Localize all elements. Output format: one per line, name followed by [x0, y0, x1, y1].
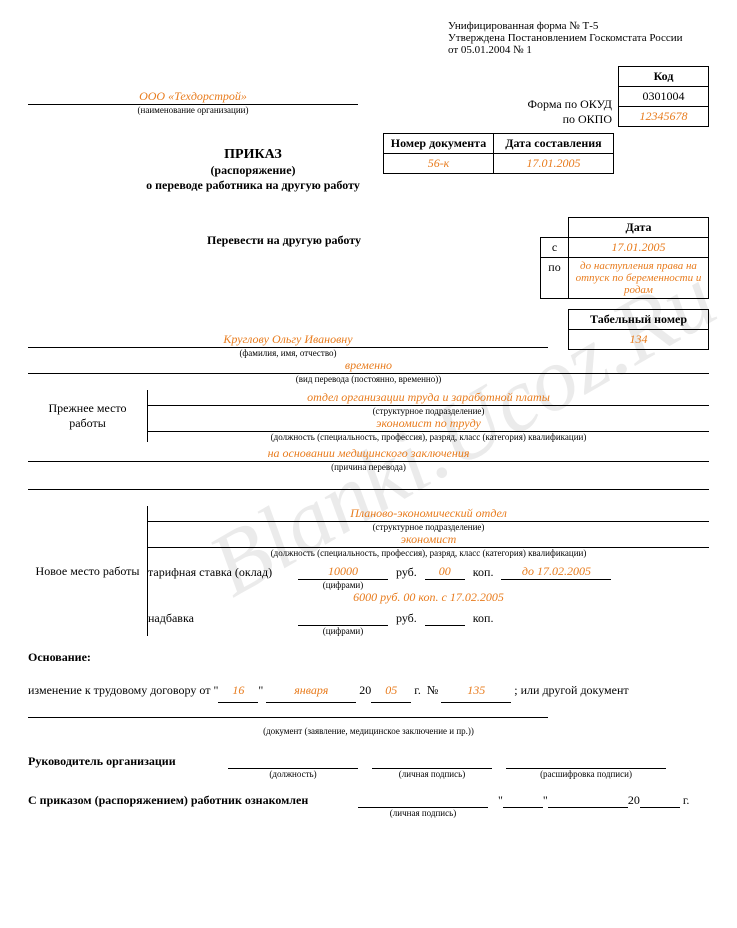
transfer-date-label: Дата — [569, 218, 709, 238]
new-pos-cap: (должность (специальность, профессия), р… — [148, 548, 709, 558]
prev-dept: отдел организации труда и заработной пла… — [148, 390, 709, 406]
bonus-cifr-cap: (цифрами) — [298, 626, 388, 636]
tabnum-label: Табельный номер — [569, 310, 709, 330]
ack-day — [503, 807, 543, 808]
doc-num-label: Номер документа — [384, 134, 494, 154]
header-line2: Утверждена Постановлением Госкомстата Ро… — [448, 32, 709, 44]
title-sub2: о переводе работника на другую работу — [123, 178, 383, 193]
ack-g: г. — [683, 793, 690, 808]
basis-text: изменение к трудовому договору от — [28, 683, 210, 697]
head-pos-cap: (должность) — [228, 769, 358, 779]
bonus-label: надбавка — [148, 611, 298, 626]
basis-label: Основание: — [28, 650, 709, 665]
kop-label2: коп. — [465, 611, 502, 626]
basis-cap: (документ (заявление, медицинское заключ… — [28, 726, 709, 736]
rub-label2: руб. — [388, 611, 425, 626]
ack-sig-cap: (личная подпись) — [358, 808, 488, 818]
rate-cifr-cap: (цифрами) — [298, 580, 388, 590]
basis-yy: 05 — [371, 679, 411, 703]
prev-reason-cap: (причина перевода) — [28, 462, 709, 472]
ack-twenty: 20 — [628, 793, 640, 808]
title-main: ПРИКАЗ — [123, 147, 383, 163]
transfer-title: Перевести на другую работу — [28, 217, 540, 248]
basis-day: 16 — [218, 679, 258, 703]
tabnum-table: Табельный номер 134 — [568, 309, 709, 350]
transfer-from-label: с — [541, 238, 569, 258]
new-dept-cap: (структурное подразделение) — [148, 522, 709, 532]
person-perm-cap: (вид перевода (постоянно, временно)) — [28, 374, 709, 384]
new-dept: Планово-экономический отдел — [148, 506, 709, 522]
org-name: ООО «Техдорстрой» — [28, 89, 358, 105]
person-perm: временно — [28, 358, 709, 374]
okud-value: 0301004 — [619, 87, 709, 107]
prev-label: Прежнее место работы — [34, 401, 141, 431]
okpo-label: по ОКПО — [528, 112, 612, 127]
prev-pos-cap: (должность (специальность, профессия), р… — [148, 432, 709, 442]
ack-label: С приказом (распоряжением) работник озна… — [28, 793, 358, 808]
basis-other-doc — [28, 717, 548, 718]
rate-label: тарифная ставка (оклад) — [148, 565, 298, 580]
okud-label: Форма по ОКУД — [528, 97, 612, 112]
basis-num-label: № — [427, 683, 438, 697]
transfer-dates-table: Дата с 17.01.2005 по до наступления прав… — [540, 217, 709, 299]
new-pos: экономист — [148, 532, 709, 548]
basis-month: января — [266, 679, 356, 703]
basis-tail: ; или другой документ — [514, 683, 628, 697]
person-fio-cap: (фамилия, имя, отчество) — [28, 348, 548, 358]
doc-num: 56-к — [384, 154, 494, 174]
doc-date: 17.01.2005 — [494, 154, 614, 174]
person-fio: Круглову Ольгу Ивановну — [28, 332, 548, 348]
transfer-to: до наступления права на отпуск по береме… — [569, 258, 709, 299]
rate-kop: 00 — [425, 564, 465, 580]
form-header: Унифицированная форма № Т-5 Утверждена П… — [448, 20, 709, 56]
transfer-to-label: по — [541, 258, 569, 299]
ack-month — [548, 807, 628, 808]
bonus-kop — [425, 625, 465, 626]
rate-until: до 17.02.2005 — [501, 564, 611, 580]
header-line3: от 05.01.2004 № 1 — [448, 44, 709, 56]
kop-label: коп. — [465, 565, 502, 580]
title-sub1: (распоряжение) — [123, 163, 383, 178]
header-line1: Унифицированная форма № Т-5 — [448, 20, 709, 32]
rub-label: руб. — [388, 565, 425, 580]
doc-date-label: Дата составления — [494, 134, 614, 154]
prev-reason: на основании медицинского заключения — [28, 446, 709, 462]
new-label: Новое место работы — [36, 564, 140, 579]
org-caption: (наименование организации) — [28, 105, 358, 115]
tabnum-value: 134 — [569, 330, 709, 350]
ack-yy — [640, 807, 680, 808]
basis-twenty: 20 — [359, 683, 371, 697]
head-label: Руководитель организации — [28, 754, 228, 769]
doc-meta-table: Номер документа Дата составления 56-к 17… — [383, 133, 614, 174]
rate-note: 6000 руб. 00 коп. с 17.02.2005 — [148, 590, 709, 605]
head-name-cap: (расшифровка подписи) — [506, 769, 666, 779]
okpo-value: 12345678 — [619, 107, 709, 127]
prev-pos: экономист по труду — [148, 416, 709, 432]
transfer-from: 17.01.2005 — [569, 238, 709, 258]
quote-close: " — [258, 683, 263, 697]
code-header: Код — [619, 67, 709, 87]
rate-rub: 10000 — [298, 564, 388, 580]
codes-table: Код 0301004 12345678 — [618, 66, 709, 127]
head-sig-cap: (личная подпись) — [372, 769, 492, 779]
basis-num: 135 — [441, 679, 511, 703]
prev-dept-cap: (структурное подразделение) — [148, 406, 709, 416]
basis-g: г. — [414, 683, 421, 697]
